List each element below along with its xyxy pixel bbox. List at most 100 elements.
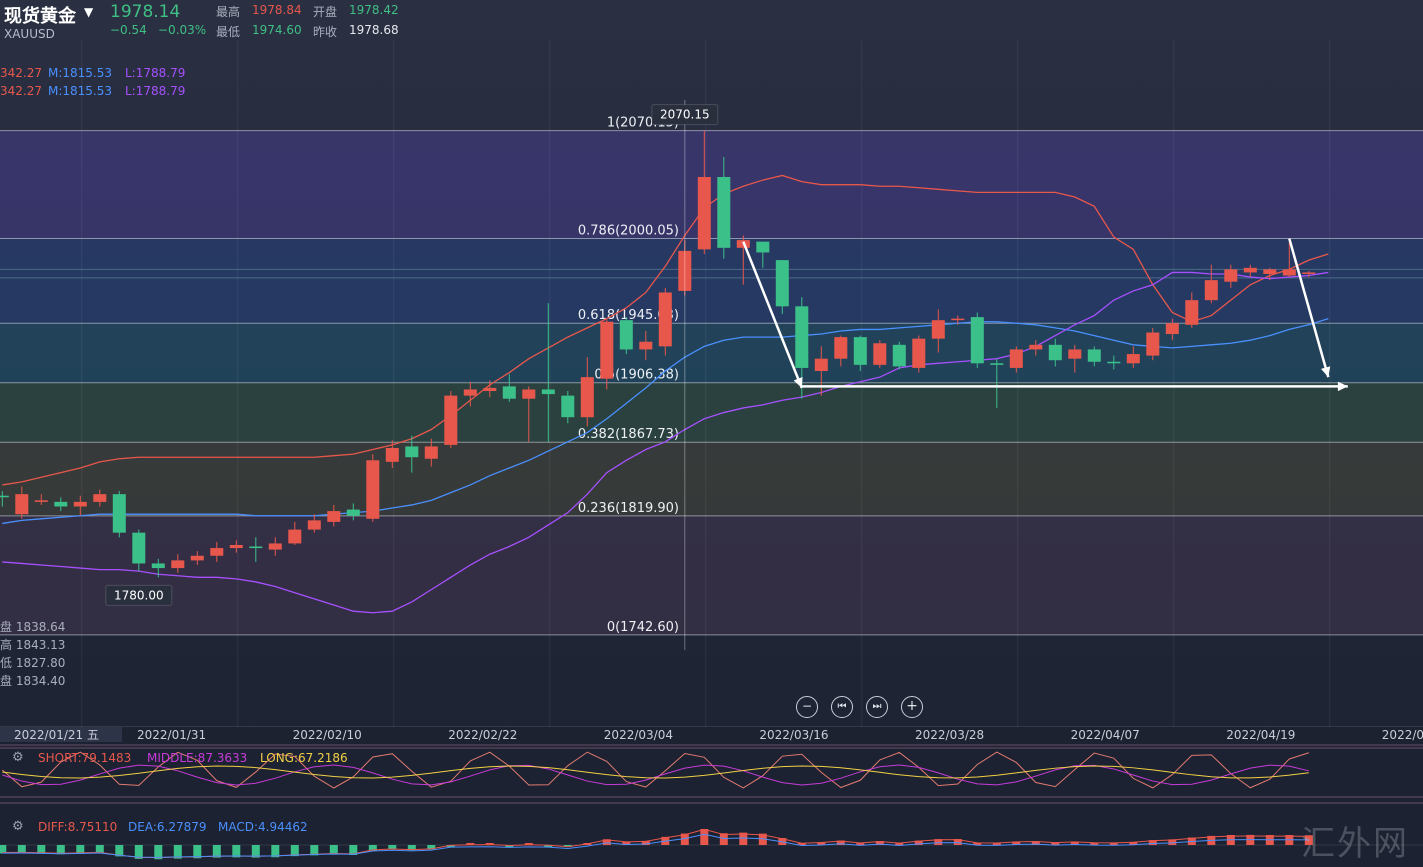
candle-body bbox=[307, 520, 321, 530]
macd-bar bbox=[349, 845, 358, 855]
ohlc-open: 盘 1838.64 bbox=[0, 620, 66, 634]
fib-zone bbox=[0, 382, 1423, 443]
prev-button[interactable]: ⏮ bbox=[831, 696, 853, 718]
macd-bar bbox=[1012, 841, 1021, 845]
macd-bar bbox=[466, 843, 475, 845]
candle-body bbox=[1204, 280, 1218, 301]
macd-bar bbox=[134, 845, 143, 859]
macd-bar bbox=[836, 840, 845, 845]
macd-bar bbox=[368, 845, 377, 851]
macd-bar bbox=[95, 845, 104, 854]
macd-bar bbox=[680, 833, 689, 845]
macd-bar bbox=[1148, 840, 1157, 845]
gear-icon[interactable]: ⚙ bbox=[12, 819, 24, 834]
candle-body bbox=[970, 317, 984, 364]
x-tick-label: 2022/02/10 bbox=[293, 728, 362, 742]
prev-close-label: 昨收 bbox=[313, 25, 338, 39]
candle-body bbox=[93, 494, 107, 502]
candle-body bbox=[775, 260, 789, 307]
x-tick-label: 2022/0 bbox=[1382, 728, 1423, 742]
candle-body bbox=[853, 337, 867, 365]
low-value: 1974.60 bbox=[252, 23, 302, 37]
candle-body bbox=[483, 387, 497, 392]
fib-label: 0.5(1906.38) bbox=[594, 368, 679, 383]
instrument-title[interactable]: 现货黄金 bbox=[4, 6, 76, 27]
high-value: 1978.84 bbox=[252, 3, 302, 17]
macd-bar bbox=[739, 832, 748, 845]
fib-zone bbox=[0, 323, 1423, 383]
price-tag-label: 1780.00 bbox=[114, 588, 164, 602]
candle-body bbox=[15, 494, 29, 515]
zoom-in-button[interactable]: + bbox=[901, 696, 923, 718]
dea-indicator: DEA:6.27879 bbox=[128, 820, 207, 834]
candle-body bbox=[190, 555, 204, 561]
x-axis-highlight bbox=[0, 727, 122, 742]
macd-bar bbox=[817, 842, 826, 845]
candle-body bbox=[112, 494, 126, 533]
candle-body bbox=[1243, 267, 1257, 273]
next-button[interactable]: ⏭ bbox=[866, 696, 888, 718]
diff-indicator: DIFF:8.75110 bbox=[38, 820, 118, 834]
arrow-head bbox=[793, 376, 803, 388]
macd-bar bbox=[934, 839, 943, 845]
candle-body bbox=[385, 447, 399, 462]
macd-bar bbox=[544, 845, 553, 847]
macd-bar bbox=[310, 845, 319, 856]
candle-body bbox=[249, 546, 263, 549]
x-tick-label: 2022/01/21 五 bbox=[14, 728, 99, 742]
chevron-down-icon[interactable]: ▼ bbox=[84, 5, 94, 19]
fib-label: 0.382(1867.73) bbox=[578, 427, 679, 442]
candle-body bbox=[1107, 361, 1121, 364]
x-tick-label: 2022/04/07 bbox=[1071, 728, 1140, 742]
candle-body bbox=[892, 344, 906, 367]
candle-body bbox=[366, 460, 380, 519]
open-value: 1978.42 bbox=[349, 3, 399, 17]
macd-bar bbox=[856, 842, 865, 845]
zoom-out-button[interactable]: − bbox=[796, 696, 818, 718]
macd-bar bbox=[271, 845, 280, 858]
macd-bar bbox=[251, 845, 260, 858]
macd-bar bbox=[524, 843, 533, 845]
candle-body bbox=[951, 318, 965, 321]
gear-icon[interactable]: ⚙ bbox=[12, 750, 24, 765]
candle-body bbox=[463, 389, 477, 396]
fib-label: 0.236(1819.90) bbox=[578, 501, 679, 516]
candle-body bbox=[541, 389, 555, 395]
macd-bar bbox=[407, 845, 416, 851]
candle-body bbox=[561, 395, 575, 418]
macd-bar bbox=[115, 845, 124, 857]
short-line bbox=[1, 751, 1309, 789]
candle-body bbox=[1087, 349, 1101, 362]
macd-bar bbox=[700, 829, 709, 845]
candle-body bbox=[0, 495, 9, 498]
fib-label: 0(1742.60) bbox=[607, 620, 679, 635]
macd-bar bbox=[1090, 842, 1099, 845]
candle-body bbox=[54, 501, 68, 507]
macd-bar bbox=[37, 845, 46, 854]
fib-zone bbox=[0, 442, 1423, 516]
boll-upper-2: 342.27 bbox=[0, 84, 42, 98]
candle-body bbox=[873, 343, 887, 365]
macd-bar bbox=[641, 840, 650, 845]
candle-body bbox=[444, 395, 458, 445]
dea-line bbox=[2, 833, 1309, 858]
boll-mid-2: M:1815.53 bbox=[48, 84, 113, 98]
candle-body bbox=[502, 386, 516, 399]
macd-bar bbox=[427, 845, 436, 850]
candle-body bbox=[697, 176, 711, 250]
fib-label: 0.786(2000.05) bbox=[578, 223, 679, 238]
macd-bar bbox=[193, 845, 202, 859]
boll-low-2: L:1788.79 bbox=[125, 84, 186, 98]
macd-bar bbox=[1304, 835, 1313, 845]
candle-body bbox=[288, 529, 302, 544]
x-tick-label: 2022/02/22 bbox=[448, 728, 517, 742]
arrow-head bbox=[1321, 366, 1331, 378]
candle-body bbox=[717, 176, 731, 248]
macd-bar bbox=[0, 845, 7, 854]
candle-body bbox=[834, 337, 848, 359]
candle-body bbox=[346, 509, 360, 516]
instrument-symbol: XAUUSD bbox=[4, 27, 55, 41]
fib-label: 0.618(1945.03) bbox=[578, 308, 679, 323]
x-tick-label: 2022/01/31 bbox=[137, 728, 206, 742]
